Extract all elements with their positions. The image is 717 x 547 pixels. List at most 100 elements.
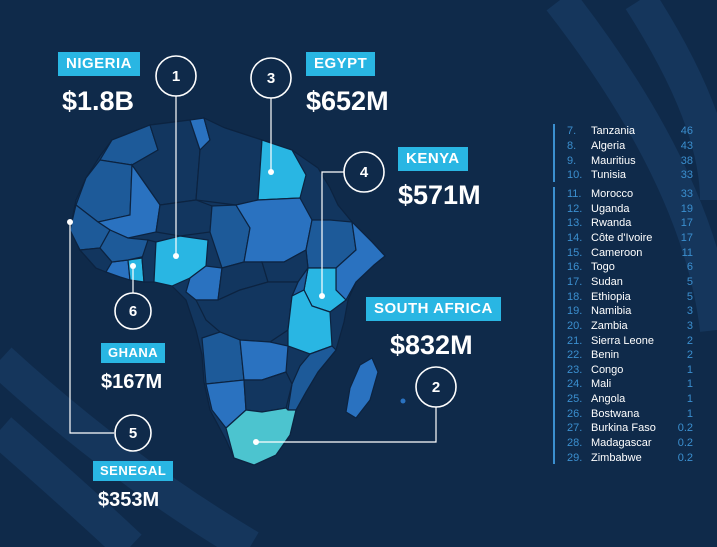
ranking-rank: 17. — [567, 275, 583, 288]
leader-dot-south-africa — [253, 439, 259, 445]
rank-number-senegal: 5 — [129, 425, 137, 442]
ranking-rank: 21. — [567, 334, 583, 347]
ranking-value: 0.2 — [677, 451, 693, 464]
ranking-rank: 24. — [567, 378, 583, 391]
ranking-value: 1 — [686, 407, 693, 420]
ranking-country: Rwanda — [591, 217, 632, 230]
rank-number-ghana: 6 — [129, 303, 137, 320]
rank-circle-kenya — [343, 151, 385, 193]
ranking-value: 46 — [680, 125, 693, 137]
ranking-value: 17 — [680, 217, 693, 230]
ranking-rank: 20. — [567, 319, 583, 332]
ranking-row: 17. Sudan 5 — [567, 275, 693, 290]
ranking-value: 2 — [686, 349, 693, 362]
ranking-value: 0.2 — [677, 437, 693, 450]
ranking-row: 18. Ethiopia 5 — [567, 290, 693, 305]
ranking-country: Congo — [591, 363, 624, 376]
ranking-row: 26. Bostwana 1 — [567, 407, 693, 422]
ranking-country: Burkina Faso — [591, 422, 656, 435]
ranking-value: 1 — [686, 363, 693, 376]
country-tag-ghana: GHANA — [101, 343, 166, 363]
region-somalia — [335, 220, 386, 301]
ranking-rank: 25. — [567, 393, 583, 406]
ranking-rank: 12. — [567, 202, 583, 215]
leader-line-kenya — [321, 171, 344, 296]
ranking-value: 2 — [686, 334, 693, 347]
country-value-ghana: $167M — [101, 371, 163, 393]
ranking-divider-a — [553, 124, 555, 182]
ranking-country: Ethiopia — [591, 290, 631, 303]
ranking-row: 19. Namibia 3 — [567, 304, 693, 319]
ranking-rank: 22. — [567, 349, 583, 362]
country-value-kenya: $571M — [398, 180, 481, 210]
ranking-rank: 10. — [567, 169, 583, 182]
ranking-country: Zimbabwe — [591, 451, 642, 464]
ranking-rank: 19. — [567, 305, 583, 318]
country-tag-egypt: EGYPT — [306, 52, 376, 76]
region-mozambique — [287, 345, 337, 411]
ranking-value: 3 — [686, 305, 693, 318]
ranking-row: 22. Benin 2 — [567, 348, 693, 363]
ranking-country: Algeria — [591, 139, 626, 152]
leader-line-south-africa — [256, 407, 437, 443]
country-tag-nigeria: NIGERIA — [58, 52, 141, 76]
rank-number-egypt: 3 — [267, 70, 275, 87]
ranking-row: 23. Congo 1 — [567, 363, 693, 378]
rank-numbers: 1 2 3 4 5 6 — [129, 68, 440, 442]
background-swoosh — [0, 417, 142, 547]
region-egypt — [257, 139, 307, 201]
country-value-senegal: $353M — [98, 489, 160, 511]
leader-lines — [69, 96, 437, 443]
rank-circles — [114, 55, 457, 452]
ranking-country: Sierra Leone — [591, 334, 654, 347]
rank-number-south-africa: 2 — [432, 379, 440, 396]
country-value-south-africa: $832M — [390, 330, 473, 360]
ranking-value: 1 — [686, 393, 693, 406]
ranking-country: Sudan — [591, 275, 623, 288]
background-swoosh — [625, 0, 717, 201]
rank-circle-senegal — [114, 414, 152, 452]
ranking-value: 5 — [686, 275, 693, 288]
ranking-list-group-b: 11. Morocco 33 12. Uganda 19 13. Rwanda 17 14. Côt… — [567, 187, 693, 467]
ranking-country: Uganda — [591, 202, 630, 215]
leader-dots — [67, 169, 325, 445]
ranking-rank: 29. — [567, 451, 583, 464]
ranking-value: 17 — [680, 231, 693, 244]
ranking-row: 16. Togo 6 — [567, 260, 693, 275]
ranking-rank: 9. — [567, 154, 577, 167]
region-madagascar — [345, 357, 379, 419]
ranking-country: Tanzania — [591, 125, 636, 137]
ranking-country: Bostwana — [591, 407, 640, 420]
region-mauritius — [400, 398, 406, 404]
ranking-country: Madagascar — [591, 437, 652, 450]
ranking-row: 20. Zambia 3 — [567, 319, 693, 334]
region-burkina-faso — [99, 229, 149, 263]
ranking-country: Mauritius — [591, 154, 636, 167]
country-value-egypt: $652M — [306, 86, 389, 116]
region-niger — [155, 199, 213, 237]
ranking-value: 0.2 — [677, 422, 693, 435]
region-angola — [201, 331, 245, 385]
region-south-africa — [225, 407, 297, 466]
ranking-country: Cameroon — [591, 246, 643, 259]
ranking-value: 43 — [680, 139, 693, 152]
ranking-country: Angola — [591, 393, 626, 406]
rank-number-nigeria: 1 — [172, 68, 180, 85]
ranking-value: 33 — [680, 169, 693, 182]
ranking-divider-b — [553, 187, 555, 464]
ranking-rank: 23. — [567, 363, 583, 376]
ranking-country: Togo — [591, 261, 615, 274]
ranking-row: 14. Côte d'Ivoire 17 — [567, 231, 693, 246]
ranking-row: 21. Sierra Leone 2 — [567, 334, 693, 349]
country-value-nigeria: $1.8B — [62, 86, 135, 116]
ranking-rank: 18. — [567, 290, 583, 303]
country-tag-senegal: SENEGAL — [93, 461, 174, 481]
ranking-rank: 26. — [567, 407, 583, 420]
country-tag-kenya: KENYA — [398, 147, 468, 171]
ranking-country: Zambia — [591, 319, 628, 332]
ranking-rank: 7. — [567, 125, 577, 137]
ranking-rank: 16. — [567, 261, 583, 274]
ranking-rank: 13. — [567, 217, 583, 230]
ranking-rank: 11. — [567, 188, 582, 200]
